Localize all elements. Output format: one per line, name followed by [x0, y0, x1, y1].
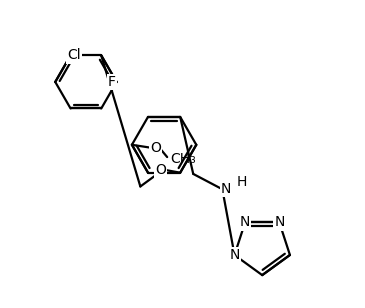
Text: H: H: [237, 175, 247, 188]
Text: O: O: [150, 141, 161, 155]
Text: N: N: [240, 215, 250, 229]
Text: N: N: [221, 182, 231, 196]
Text: Cl: Cl: [68, 48, 81, 63]
Text: F: F: [108, 75, 116, 89]
Text: CH₃: CH₃: [170, 152, 196, 166]
Text: O: O: [155, 163, 166, 176]
Text: N: N: [229, 248, 240, 262]
Text: N: N: [274, 215, 285, 229]
